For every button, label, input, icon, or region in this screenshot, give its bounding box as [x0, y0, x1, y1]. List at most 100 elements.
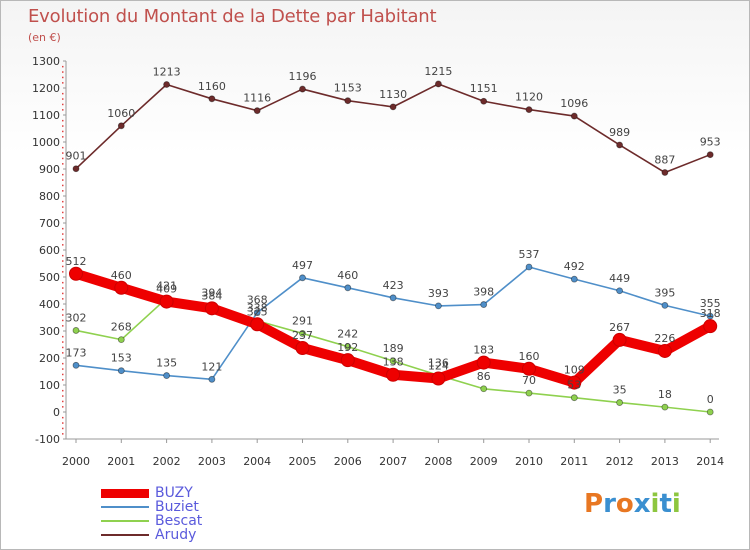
y-minor-tick	[62, 82, 64, 84]
y-tick-label: 0	[53, 406, 60, 419]
legend-swatch	[101, 506, 149, 508]
data-point	[703, 319, 718, 334]
data-point	[616, 399, 623, 406]
y-minor-tick	[62, 98, 64, 100]
data-label: 384	[201, 289, 222, 302]
data-point	[612, 332, 627, 347]
data-label: 267	[609, 321, 630, 334]
data-point	[72, 165, 80, 173]
y-minor-tick	[62, 109, 64, 111]
y-minor-tick	[62, 352, 64, 354]
legend-label: Buziet	[155, 499, 199, 515]
y-minor-tick	[62, 206, 64, 208]
y-minor-tick	[62, 244, 64, 246]
y-minor-tick	[62, 125, 64, 127]
data-label: 189	[383, 342, 404, 355]
data-label: 0	[707, 393, 714, 406]
y-minor-tick	[62, 314, 64, 316]
y-minor-tick	[62, 163, 64, 165]
data-label: 318	[700, 307, 721, 320]
legend-swatch	[101, 488, 149, 498]
data-label: 153	[111, 352, 132, 365]
legend-swatch	[101, 534, 149, 536]
y-minor-tick	[62, 373, 64, 376]
y-minor-tick	[62, 76, 64, 79]
y-minor-tick	[62, 179, 64, 181]
data-point	[299, 274, 306, 282]
data-point	[344, 97, 352, 105]
data-point	[525, 263, 533, 271]
data-point	[159, 294, 174, 309]
data-label: 160	[519, 350, 540, 363]
data-point	[340, 353, 355, 368]
data-point	[706, 151, 714, 159]
data-label: 1116	[243, 92, 271, 105]
y-minor-tick	[62, 308, 64, 311]
y-minor-tick	[62, 368, 64, 370]
y-minor-tick	[62, 157, 64, 160]
data-label: 242	[337, 328, 358, 341]
y-minor-tick	[62, 173, 64, 176]
data-point	[163, 81, 171, 88]
x-tick-label: 2013	[651, 455, 679, 468]
x-tick-label: 2011	[560, 455, 588, 468]
data-label: 1213	[153, 65, 181, 78]
y-minor-tick	[62, 325, 64, 327]
y-minor-tick	[62, 227, 64, 230]
y-minor-tick	[62, 406, 64, 408]
logo-letter: i	[650, 489, 660, 519]
y-minor-tick	[62, 92, 64, 95]
y-tick-label: 1000	[32, 136, 60, 149]
chart-title: Evolution du Montant de la Dette par Hab…	[28, 6, 437, 27]
data-point	[208, 95, 216, 103]
y-minor-tick	[62, 346, 64, 349]
data-label: 460	[337, 269, 358, 282]
data-label: 394	[201, 287, 222, 300]
data-label: 1196	[289, 70, 317, 83]
data-label: 121	[201, 360, 222, 373]
data-label: 1153	[334, 82, 362, 95]
data-point	[657, 343, 672, 358]
data-label: 135	[156, 357, 177, 370]
logo-letter: i	[671, 489, 681, 519]
data-point	[389, 294, 397, 302]
y-minor-tick	[62, 389, 64, 392]
data-label: 395	[654, 286, 675, 299]
data-label: 226	[654, 332, 675, 345]
data-label: 887	[654, 154, 675, 167]
data-label: 537	[519, 248, 540, 261]
logo-letter: t	[659, 489, 672, 519]
data-label: 136	[428, 356, 449, 369]
data-label: 1060	[107, 107, 135, 120]
data-label: 173	[66, 346, 87, 359]
y-minor-tick	[62, 217, 64, 219]
y-minor-tick	[62, 130, 64, 133]
y-minor-tick	[62, 190, 64, 192]
data-point	[344, 284, 352, 292]
data-point	[522, 361, 536, 376]
data-label: 70	[522, 374, 536, 387]
y-minor-tick	[62, 281, 64, 284]
data-point	[253, 309, 261, 317]
data-point	[72, 361, 80, 369]
data-label: 53	[567, 379, 581, 392]
legend-item-buzy: BUZY	[101, 486, 202, 500]
y-minor-tick	[62, 152, 64, 154]
y-minor-tick	[62, 200, 64, 203]
data-point	[570, 394, 578, 402]
y-minor-tick	[62, 233, 64, 235]
y-minor-tick	[62, 271, 64, 273]
data-point	[525, 106, 533, 113]
legend-item-buziet: Buziet	[101, 500, 202, 514]
data-label: 291	[292, 314, 313, 327]
data-point	[616, 141, 623, 149]
data-label: 338	[247, 302, 268, 315]
y-minor-tick	[62, 400, 64, 403]
data-label: 35	[613, 384, 627, 397]
y-tick-label: 800	[39, 190, 60, 203]
y-tick-label: 200	[39, 352, 60, 365]
data-label: 409	[156, 283, 177, 296]
logo-letter: r	[603, 489, 616, 519]
data-point	[344, 343, 352, 351]
